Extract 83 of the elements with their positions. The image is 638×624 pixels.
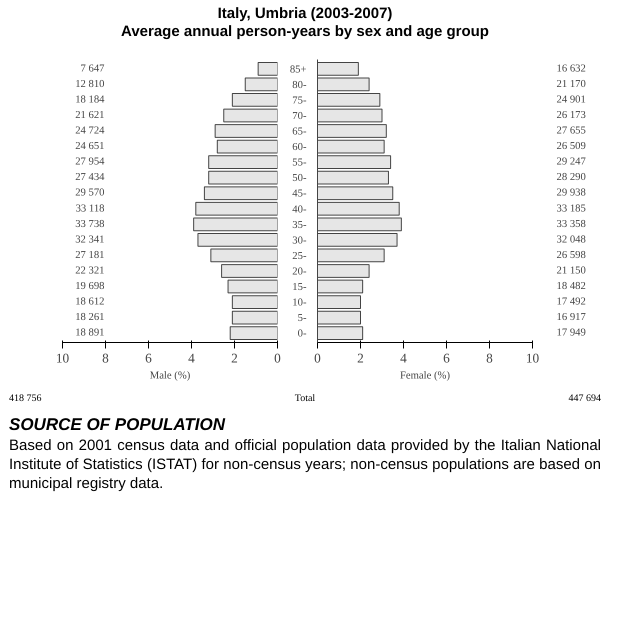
x-tick-label: 8: [102, 350, 110, 366]
annotation: 29 570: [75, 188, 105, 199]
annotation: 24 651: [75, 141, 105, 152]
y-tick-label: 5-: [298, 313, 307, 324]
x-axis-title: Female (%): [400, 370, 450, 382]
chart-title: Italy, Umbria (2003-2007): [218, 5, 392, 22]
y-tick-label: 80-: [292, 80, 307, 91]
text: 17 949: [556, 328, 586, 339]
annotation: 18 891: [75, 328, 105, 339]
annotation: 12 810: [75, 78, 105, 90]
source-note: SOURCE OF POPULATION: [9, 415, 226, 434]
y-tick-label: 75-: [292, 95, 307, 106]
x-tick-label: 2: [357, 350, 364, 366]
text: 17 492: [556, 296, 586, 308]
annotation: 19 698: [75, 281, 105, 292]
text: 18 482: [556, 281, 586, 292]
x-tick-label: 10: [526, 350, 540, 366]
annotation: 33 738: [75, 218, 105, 230]
bar: [230, 326, 278, 340]
y-tick-label: 45-: [292, 188, 307, 200]
text: 33 185: [556, 203, 586, 214]
x-axis-title: Male (%): [150, 370, 191, 382]
bar: [204, 186, 278, 200]
x-tick-label: 10: [56, 350, 70, 366]
text: Total: [294, 392, 316, 406]
text: 32 048: [556, 234, 586, 246]
y-tick-label: 30-: [292, 235, 307, 246]
y-tick-label: 40-: [292, 204, 307, 216]
y-tick-label: 35-: [292, 220, 307, 231]
text: 33 358: [556, 218, 586, 230]
x-tick-label: 4: [188, 350, 196, 366]
annotation: 7 647: [80, 63, 106, 74]
text: 26 173: [556, 110, 586, 121]
annotation: 22 321: [75, 265, 105, 276]
annotation: 33 118: [76, 203, 105, 214]
text: 24 901: [556, 94, 586, 106]
x-tick-label: 0: [314, 350, 322, 366]
annotation: 27 954: [75, 156, 106, 168]
x-tick-label: 0: [274, 350, 282, 366]
annotation: 24 724: [75, 126, 106, 137]
text: 447 694: [568, 392, 601, 406]
text: Based on 2001 census data and official population data provided by the Italian National Institute of Statistics (ISTAT) for non-census years; non-census populations are based on municipal registry data.: [9, 437, 601, 492]
x-tick-label: 6: [145, 350, 152, 366]
y-tick-label: 55-: [292, 158, 307, 169]
annotation: 18 184: [75, 94, 106, 106]
y-tick-label: 85+: [290, 64, 307, 76]
annotation: 27 181: [75, 250, 105, 261]
bar: [208, 155, 278, 169]
bar: [197, 233, 278, 247]
y-tick-label: 60-: [292, 142, 307, 154]
annotation: 18 612: [75, 296, 105, 308]
text: 21 150: [556, 265, 586, 276]
x-tick-label: 2: [231, 350, 238, 366]
bar: [208, 170, 278, 185]
chart-subtitle: Average annual person-years by sex and age group: [121, 23, 489, 40]
text: 26 509: [556, 141, 586, 152]
y-tick-label: 65-: [292, 126, 307, 138]
text: 27 655: [556, 126, 586, 137]
x-tick-label: 4: [400, 350, 408, 366]
annotation: 27 434: [75, 172, 106, 184]
text: 26 598: [556, 250, 586, 261]
annotation: 21 621: [75, 110, 105, 121]
y-tick-label: 50-: [292, 173, 307, 184]
annotation: 32 341: [75, 234, 105, 246]
x-tick-label: 8: [486, 350, 494, 366]
x-tick-label: 6: [443, 350, 450, 366]
y-tick-label: 20-: [292, 266, 307, 278]
y-tick-label: 25-: [292, 250, 307, 262]
text: 29 247: [556, 156, 586, 168]
text: 21 170: [556, 78, 586, 90]
bar: [258, 62, 278, 76]
text: 16 917: [556, 312, 586, 324]
text: 29 938: [556, 188, 586, 199]
text: 28 290: [556, 172, 586, 184]
annotation: 18 261: [75, 312, 105, 324]
bar: [193, 217, 278, 232]
bar: [195, 202, 278, 216]
y-tick-label: 10-: [292, 298, 307, 309]
text: 16 632: [556, 63, 586, 74]
text: 418 756: [9, 392, 42, 406]
y-tick-label: 15-: [292, 282, 307, 294]
y-tick-label: 0-: [298, 328, 307, 340]
y-tick-label: 70-: [292, 110, 307, 122]
